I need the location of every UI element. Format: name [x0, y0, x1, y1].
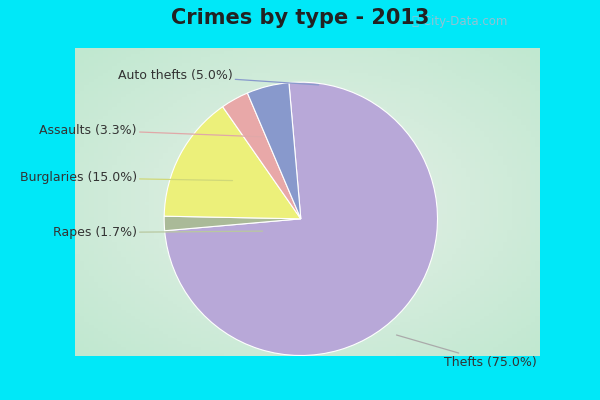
Text: Auto thefts (5.0%): Auto thefts (5.0%): [118, 69, 319, 85]
Wedge shape: [164, 82, 437, 356]
Wedge shape: [247, 83, 301, 219]
Text: Rapes (1.7%): Rapes (1.7%): [53, 226, 263, 239]
Text: ⓘ City-Data.com: ⓘ City-Data.com: [412, 15, 507, 28]
Wedge shape: [223, 93, 301, 219]
Text: Crimes by type - 2013: Crimes by type - 2013: [171, 8, 429, 28]
Text: Burglaries (15.0%): Burglaries (15.0%): [20, 171, 233, 184]
Wedge shape: [164, 107, 301, 219]
Text: Assaults (3.3%): Assaults (3.3%): [40, 124, 263, 137]
Text: Thefts (75.0%): Thefts (75.0%): [397, 335, 537, 369]
Wedge shape: [164, 216, 301, 231]
